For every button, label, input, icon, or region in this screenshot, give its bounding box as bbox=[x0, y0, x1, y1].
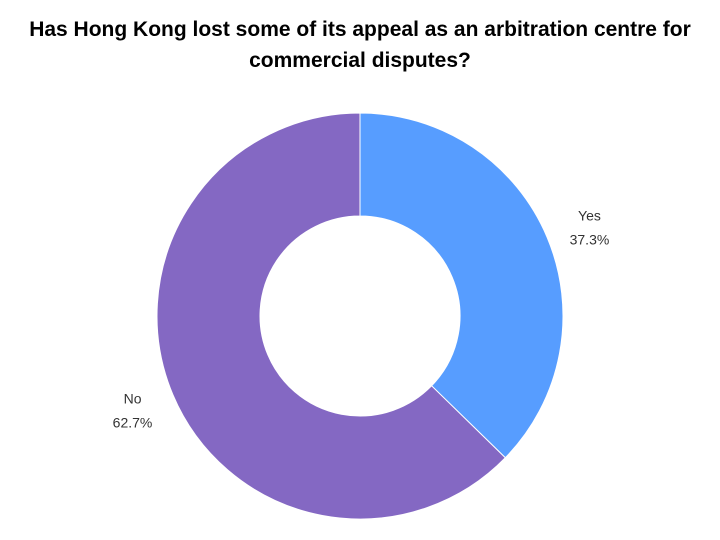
slice-label-no: No bbox=[124, 391, 142, 407]
slice-yes bbox=[359, 112, 564, 459]
chart-title: Has Hong Kong lost some of its appeal as… bbox=[29, 18, 691, 72]
slice-no bbox=[156, 112, 507, 520]
slice-label-yes: Yes bbox=[578, 207, 601, 223]
slice-value-no: 62.7% bbox=[113, 415, 153, 431]
donut-slices bbox=[156, 112, 564, 520]
slice-value-yes: 37.3% bbox=[570, 231, 610, 247]
donut-labels: Yes 37.3% No 62.7% bbox=[113, 207, 610, 430]
